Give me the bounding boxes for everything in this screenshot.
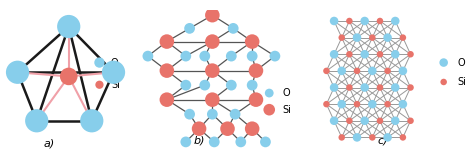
Point	[209, 113, 216, 116]
Point	[330, 53, 338, 56]
Point	[163, 69, 171, 72]
Point	[237, 141, 245, 143]
Point	[338, 136, 346, 139]
Point	[346, 53, 353, 56]
Point	[399, 103, 407, 105]
Point	[186, 27, 193, 30]
Text: a): a)	[44, 138, 55, 148]
Point	[361, 119, 368, 122]
Point	[33, 119, 40, 122]
Point	[248, 127, 256, 130]
Point	[224, 127, 231, 130]
Point	[440, 81, 447, 83]
Point	[65, 75, 73, 78]
Point	[384, 70, 392, 72]
Point	[368, 70, 376, 72]
Point	[392, 119, 399, 122]
Point	[229, 27, 237, 30]
Point	[144, 55, 152, 57]
Point	[201, 84, 209, 86]
Point	[14, 71, 21, 74]
Point	[65, 25, 73, 28]
Text: Si: Si	[283, 105, 292, 115]
Text: c): c)	[378, 136, 388, 146]
Point	[228, 55, 235, 57]
Point	[361, 20, 368, 22]
Point	[353, 36, 361, 39]
Point	[353, 136, 361, 139]
Point	[361, 86, 368, 89]
Point	[228, 84, 235, 86]
Point	[209, 40, 216, 43]
Point	[384, 103, 392, 105]
Point	[252, 98, 260, 101]
Point	[368, 36, 376, 39]
Point	[368, 103, 376, 105]
Point	[353, 103, 361, 105]
Point	[96, 61, 103, 64]
Point	[376, 119, 384, 122]
Point	[399, 36, 407, 39]
Point	[248, 40, 256, 43]
Point	[248, 55, 256, 57]
Point	[182, 141, 190, 143]
Point	[338, 70, 346, 72]
Point	[392, 20, 399, 22]
Point	[209, 98, 216, 101]
Point	[346, 119, 353, 122]
Point	[346, 86, 353, 89]
Point	[182, 84, 190, 86]
Point	[262, 141, 269, 143]
Text: Si: Si	[111, 80, 120, 90]
Text: b): b)	[193, 136, 205, 146]
Point	[392, 86, 399, 89]
Point	[248, 84, 256, 86]
Point	[407, 119, 414, 122]
Point	[407, 53, 414, 56]
Text: O: O	[111, 58, 118, 68]
Point	[186, 113, 193, 116]
Point	[209, 14, 216, 16]
Text: O: O	[283, 88, 290, 98]
Point	[353, 70, 361, 72]
Point	[376, 86, 384, 89]
Point	[231, 113, 239, 116]
Point	[163, 98, 171, 101]
Point	[338, 103, 346, 105]
Point	[330, 119, 338, 122]
Point	[96, 83, 103, 86]
Point	[182, 55, 190, 57]
Point	[265, 104, 273, 106]
Point	[323, 70, 330, 72]
Point	[361, 53, 368, 56]
Point	[399, 136, 407, 139]
Point	[440, 61, 447, 64]
Point	[265, 88, 273, 90]
Point	[338, 36, 346, 39]
Point	[210, 141, 218, 143]
Point	[376, 20, 384, 22]
Point	[376, 53, 384, 56]
Point	[330, 20, 338, 22]
Point	[201, 55, 209, 57]
Point	[271, 55, 279, 57]
Point	[109, 71, 117, 74]
Text: O: O	[457, 58, 465, 68]
Point	[346, 20, 353, 22]
Point	[392, 53, 399, 56]
Point	[384, 36, 392, 39]
Point	[209, 69, 216, 72]
Point	[88, 119, 96, 122]
Point	[195, 127, 203, 130]
Point	[252, 69, 260, 72]
Point	[163, 40, 171, 43]
Point	[399, 70, 407, 72]
Point	[323, 103, 330, 105]
Point	[407, 86, 414, 89]
Point	[384, 136, 392, 139]
Point	[368, 136, 376, 139]
Point	[330, 86, 338, 89]
Text: Si: Si	[457, 77, 466, 87]
